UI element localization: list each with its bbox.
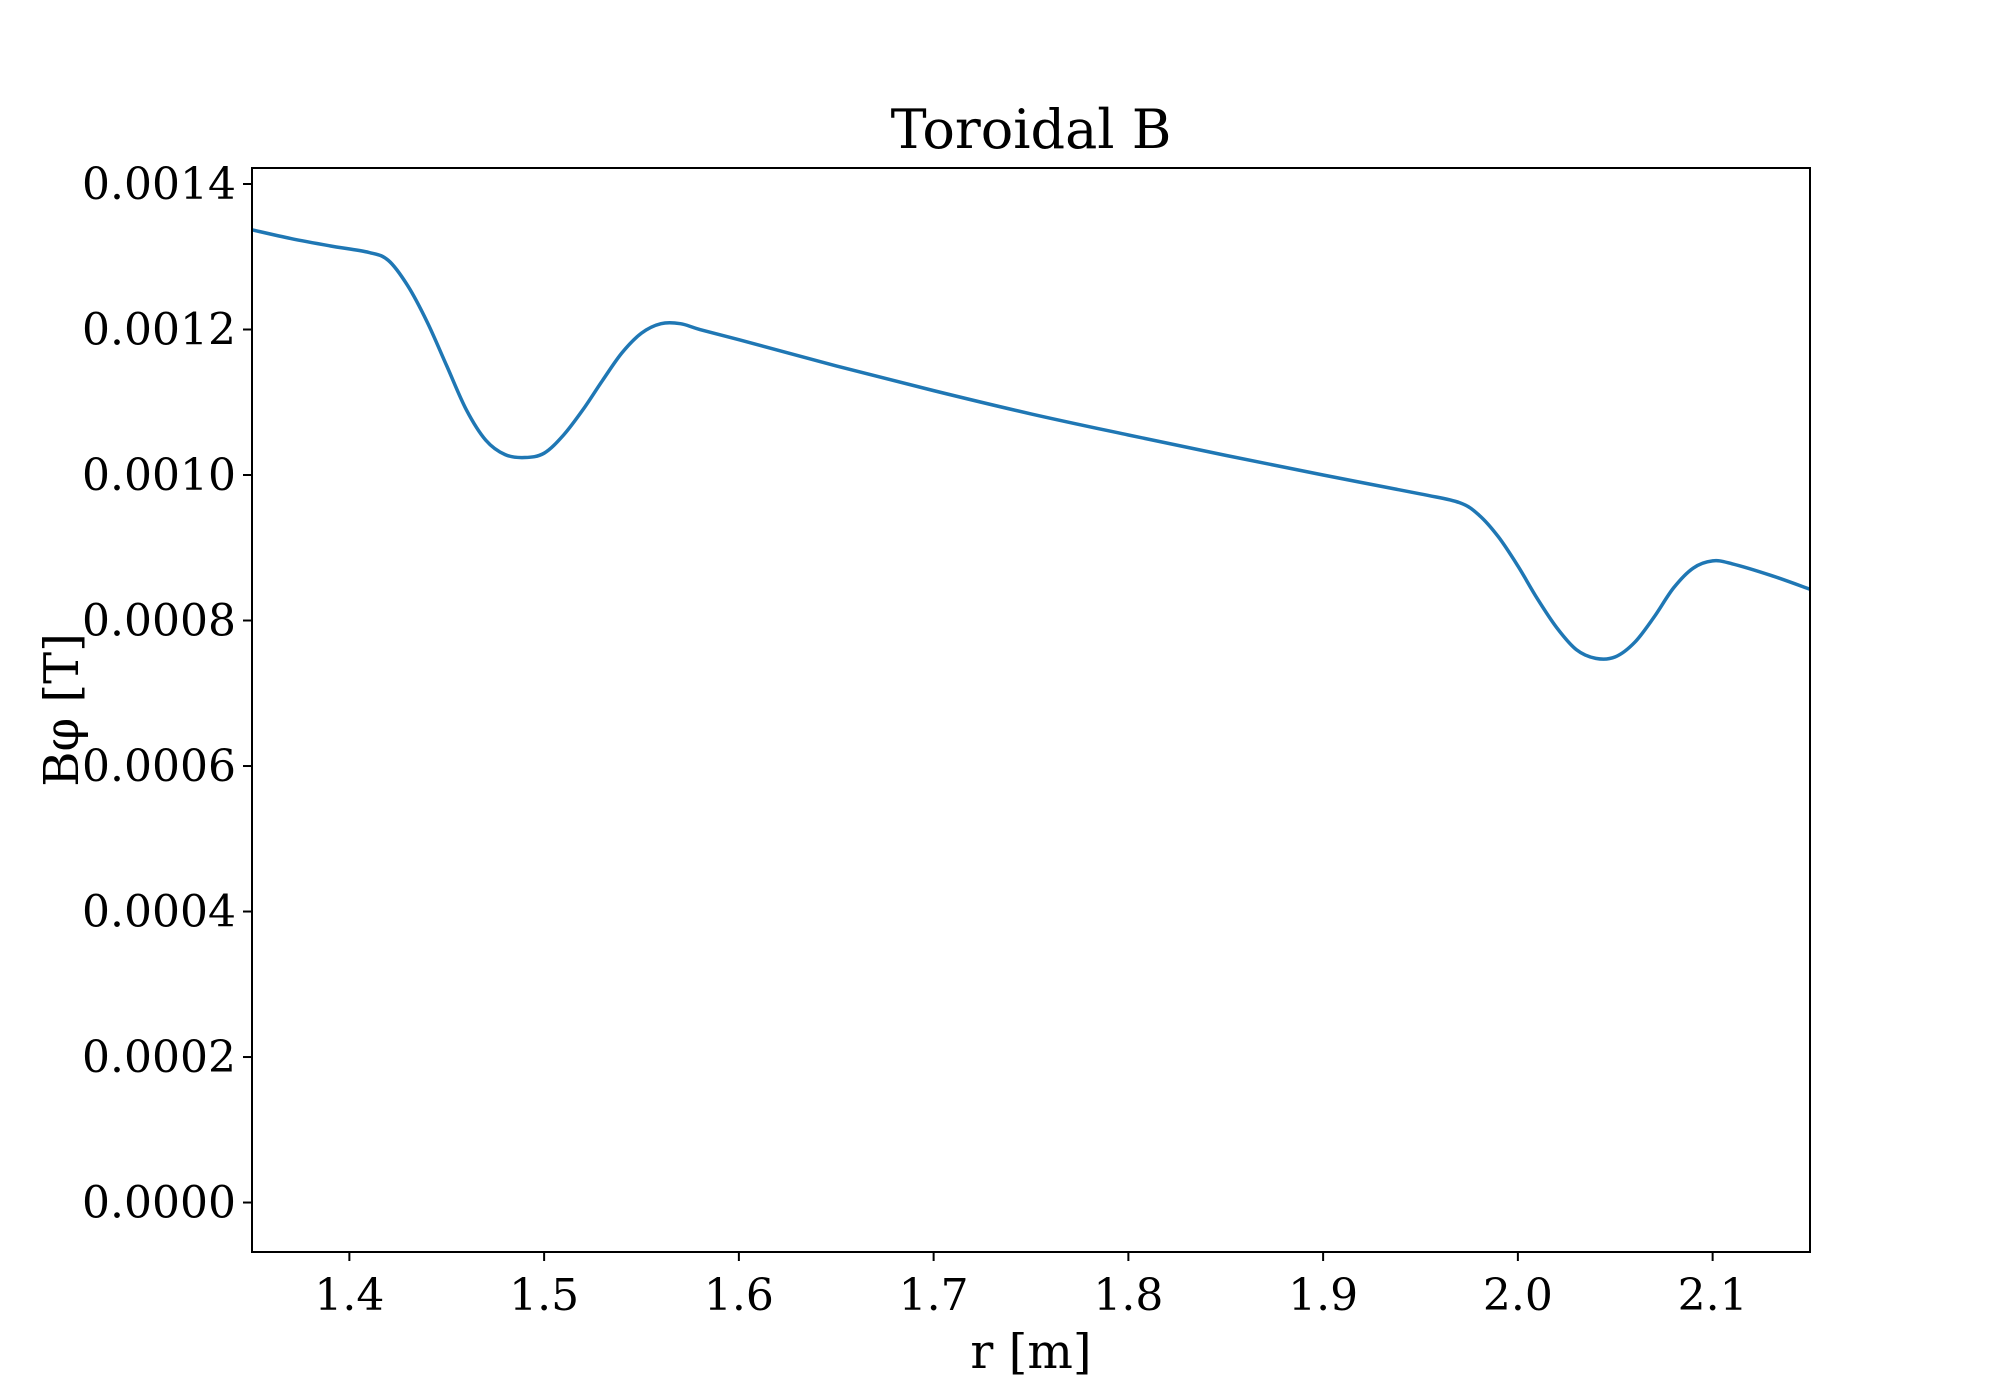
x-tick-label: 2.0 bbox=[1483, 1270, 1553, 1321]
y-tick-label: 0.0010 bbox=[82, 450, 236, 501]
y-tick-label: 0.0002 bbox=[82, 1032, 236, 1083]
x-tick-label: 1.7 bbox=[899, 1270, 969, 1321]
x-tick-label: 1.9 bbox=[1288, 1270, 1358, 1321]
x-tick-label: 2.1 bbox=[1678, 1270, 1748, 1321]
x-tick-label: 1.8 bbox=[1093, 1270, 1163, 1321]
y-axis-label: Bφ [T] bbox=[34, 633, 90, 787]
plot-layer bbox=[251, 228, 1811, 661]
x-tick-label: 1.4 bbox=[314, 1270, 384, 1321]
y-tick-label: 0.0008 bbox=[82, 596, 236, 647]
y-tick-label: 0.0004 bbox=[82, 887, 236, 938]
y-tick-label: 0.0006 bbox=[82, 741, 236, 792]
ticks-layer: 1.4 1.5 1.6 1.7 1.8 1.9 2.0 2.1 0.0000 0.0002 0.00… bbox=[82, 159, 1748, 1321]
y-tick-label: 0.0000 bbox=[82, 1178, 236, 1229]
x-tick-label: 1.5 bbox=[509, 1270, 579, 1321]
y-tick-label: 0.0012 bbox=[82, 305, 236, 356]
chart-title: Toroidal B bbox=[891, 98, 1172, 161]
series-line bbox=[251, 228, 1811, 661]
x-axis-label: r [m] bbox=[970, 1324, 1091, 1380]
x-tick-label: 1.6 bbox=[704, 1270, 774, 1321]
plot-frame bbox=[251, 167, 1811, 1253]
y-tick-label: 0.0014 bbox=[82, 159, 236, 210]
